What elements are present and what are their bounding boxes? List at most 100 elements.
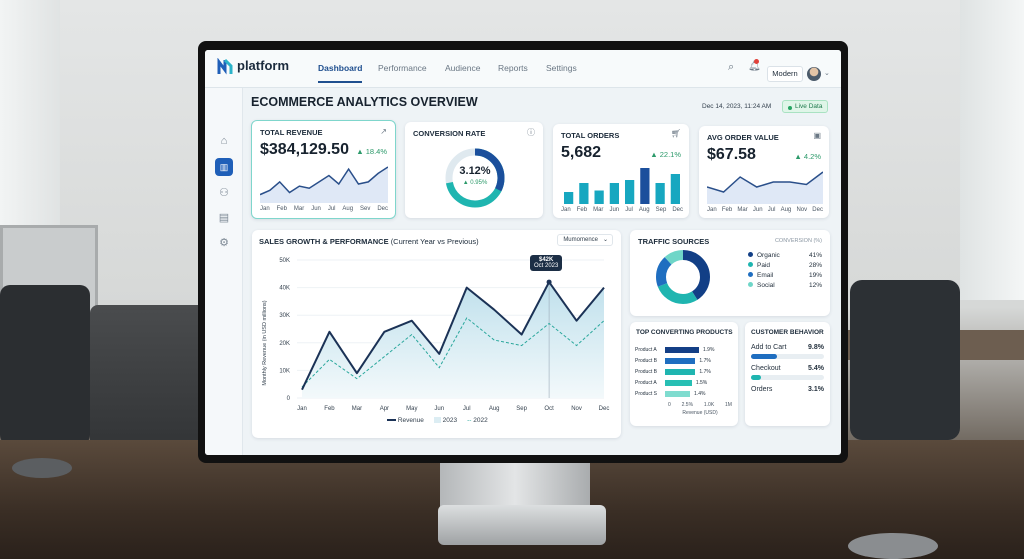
x-tick-label: Jun: [434, 406, 444, 412]
orders-bar-chart: [564, 168, 680, 204]
aov-delta: ▲ 4.2%: [794, 152, 821, 161]
nav-reports[interactable]: Reports: [498, 63, 528, 73]
orders-value: 5,682: [561, 144, 602, 161]
logo-icon: [217, 58, 233, 75]
legend-label: 2023: [442, 417, 458, 424]
order-bar: [670, 174, 680, 204]
legend-label: Revenue: [397, 417, 424, 424]
total-revenue-card[interactable]: TOTAL REVENUE ↗ $384,129.50 ▲ 18.4% Jan F…: [251, 120, 396, 219]
y-tick-label: 0: [287, 396, 291, 402]
tooltip-label: Oct 2023: [534, 263, 559, 269]
month-label: Jan: [260, 206, 270, 212]
dropdown-label: Mumomence: [563, 237, 598, 243]
chart-title: SALES GROWTH & PERFORMANCE (Current Year…: [259, 237, 479, 246]
search-icon[interactable]: ⌕: [728, 61, 735, 73]
behavior-progress: [751, 375, 824, 380]
chart-icon[interactable]: ▥: [215, 158, 233, 176]
month-label: Dec: [812, 207, 823, 213]
avg-order-value-card[interactable]: AVG ORDER VALUE ▣ $67.58 ▲ 4.2% Jan Feb Ma…: [699, 126, 829, 218]
month-label: Aug: [342, 206, 354, 212]
month-label: Jul: [767, 207, 776, 213]
traffic-sources-card: TRAFFIC SOURCES CONVERSION (%) Organic 41…: [630, 230, 830, 316]
legend-label: Email: [748, 272, 773, 279]
sparkline-area: [260, 167, 388, 203]
legend-label: Paid: [748, 262, 770, 269]
card-title: TRAFFIC SOURCES: [638, 237, 710, 246]
office-chair: [0, 285, 90, 445]
product-row: Product S 1.4%: [635, 388, 735, 399]
month-label: Jan: [707, 207, 717, 213]
month-label: Dec: [377, 206, 388, 212]
nav-settings[interactable]: Settings: [546, 63, 577, 73]
area-2023: [302, 282, 604, 398]
wallet-icon: ▣: [813, 131, 821, 140]
order-bar: [655, 183, 665, 204]
product-label: Product B: [635, 368, 657, 375]
month-axis: Jan Feb Mar Jun Jul Aug Sep Dec: [561, 207, 683, 213]
product-label: Product A: [635, 379, 657, 386]
legend-value: 19%: [808, 272, 822, 279]
card-title: TOTAL REVENUE: [260, 128, 323, 137]
orders-delta: ▲ 22.1%: [650, 150, 681, 159]
product-row: Product A 1.9%: [635, 344, 735, 355]
x-tick-label: May: [406, 406, 417, 412]
chevron-down-icon[interactable]: ⌄: [824, 70, 830, 77]
legend-value: 12%: [808, 282, 822, 289]
nav-audience[interactable]: Audience: [445, 63, 481, 73]
aov-sparkline: [707, 171, 823, 204]
home-icon[interactable]: ⌂: [220, 135, 228, 147]
sales-growth-card: SALES GROWTH & PERFORMANCE (Current Year…: [252, 230, 621, 438]
customer-behavior-card: CUSTOMER BEHAVIOR Add to Cart 9.8% Checkou…: [745, 322, 830, 426]
behavior-item: Add to Cart 9.8%: [751, 344, 824, 359]
month-label: Dec: [672, 207, 683, 213]
legend-dot: [748, 252, 753, 257]
period-dropdown[interactable]: Mumomence ⌄: [557, 234, 613, 246]
y-tick-label: 20K: [279, 341, 290, 347]
report-icon[interactable]: ▤: [218, 212, 230, 224]
nav-performance[interactable]: Performance: [378, 63, 427, 73]
total-orders-card[interactable]: TOTAL ORDERS 🛒︎ 5,682 ▲ 22.1% Jan Feb Mar J…: [553, 124, 689, 218]
product-value: 1.7%: [699, 357, 711, 364]
x-tick-label: Aug: [489, 406, 500, 412]
office-chair: [850, 280, 960, 440]
x-tick-label: Oct: [544, 406, 554, 412]
product-value: 1.4%: [694, 390, 706, 397]
month-label: Sep: [655, 207, 667, 213]
bell-icon[interactable]: 🔔︎: [748, 59, 761, 72]
gear-icon[interactable]: ⚙: [219, 237, 229, 249]
avatar[interactable]: [807, 67, 821, 81]
logo-text: platform: [237, 58, 289, 73]
month-axis: Jan Feb Mar Jun Jul Aug Nov Dec: [707, 207, 823, 213]
chart-subtitle: (Current Year vs Previous): [390, 237, 479, 246]
conversion-delta: ▲ 0.95%: [462, 180, 488, 186]
dashboard-screen: platform Dashboard Performance Audience …: [205, 50, 841, 455]
legend-label: Organic: [748, 252, 780, 259]
product-row: Product B 1.7%: [635, 355, 735, 366]
users-icon[interactable]: ⚇: [219, 187, 229, 199]
legend-item: Social 12%: [748, 282, 822, 289]
behavior-value: 9.8%: [808, 344, 824, 351]
product-label: Product A: [635, 346, 657, 353]
sparkline-area: [707, 172, 823, 204]
behavior-label: Add to Cart: [751, 344, 787, 351]
donut-slice: [656, 250, 710, 304]
x-axis-label: Revenue (USD): [682, 410, 718, 416]
page-title: ECOMMERCE ANALYTICS OVERVIEW: [251, 95, 478, 109]
theme-select[interactable]: Modern: [767, 66, 803, 82]
month-label: Mar: [293, 206, 305, 212]
nav-dashboard[interactable]: Dashboard: [318, 63, 363, 83]
live-badge-label: Live Data: [795, 103, 823, 110]
sales-line-chart: 0 10K 20K 30K 40K 50K Jan Feb Mar Apr May Jun Jul Aug…: [279, 258, 609, 412]
conversion-rate-card[interactable]: CONVERSION RATE ⓘ 3.12% ▲ 0.95%: [405, 122, 543, 218]
legend-2022: -- 2022: [467, 417, 488, 424]
legend-value: 41%: [808, 252, 822, 259]
legend-item: Email 19%: [748, 272, 822, 279]
product-value: 1.7%: [699, 368, 711, 375]
x-tick-label: 0: [668, 402, 671, 408]
behavior-label: Orders: [751, 386, 773, 393]
tooltip-point: [546, 279, 552, 285]
window: [960, 0, 1024, 300]
product-value: 1.5%: [695, 379, 708, 386]
month-label: Aug: [638, 207, 650, 213]
order-bar: [564, 192, 574, 204]
